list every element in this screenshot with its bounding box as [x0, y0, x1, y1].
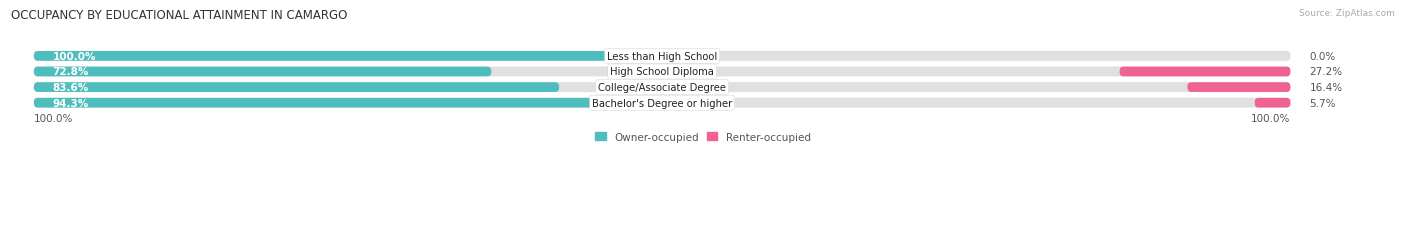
Text: 16.4%: 16.4%	[1309, 83, 1343, 93]
Text: Source: ZipAtlas.com: Source: ZipAtlas.com	[1299, 9, 1395, 18]
Text: 72.8%: 72.8%	[52, 67, 89, 77]
Text: OCCUPANCY BY EDUCATIONAL ATTAINMENT IN CAMARGO: OCCUPANCY BY EDUCATIONAL ATTAINMENT IN C…	[11, 9, 347, 22]
Text: Bachelor's Degree or higher: Bachelor's Degree or higher	[592, 98, 733, 108]
FancyBboxPatch shape	[34, 82, 1291, 93]
Text: 100.0%: 100.0%	[1251, 114, 1291, 124]
FancyBboxPatch shape	[34, 83, 560, 93]
FancyBboxPatch shape	[34, 67, 1291, 77]
FancyBboxPatch shape	[1119, 67, 1291, 77]
FancyBboxPatch shape	[34, 51, 1291, 62]
FancyBboxPatch shape	[34, 98, 1291, 108]
Text: 27.2%: 27.2%	[1309, 67, 1343, 77]
Text: 100.0%: 100.0%	[34, 114, 73, 124]
Legend: Owner-occupied, Renter-occupied: Owner-occupied, Renter-occupied	[591, 128, 815, 146]
FancyBboxPatch shape	[34, 52, 662, 61]
FancyBboxPatch shape	[1188, 83, 1291, 93]
Text: High School Diploma: High School Diploma	[610, 67, 714, 77]
Text: 0.0%: 0.0%	[1309, 52, 1336, 62]
Text: Less than High School: Less than High School	[607, 52, 717, 62]
Text: 5.7%: 5.7%	[1309, 98, 1336, 108]
FancyBboxPatch shape	[34, 52, 1291, 61]
FancyBboxPatch shape	[1254, 98, 1291, 108]
Text: 94.3%: 94.3%	[52, 98, 89, 108]
Text: College/Associate Degree: College/Associate Degree	[598, 83, 725, 93]
FancyBboxPatch shape	[34, 83, 1291, 93]
FancyBboxPatch shape	[34, 98, 626, 108]
Text: 83.6%: 83.6%	[52, 83, 89, 93]
FancyBboxPatch shape	[34, 67, 1291, 77]
Text: 100.0%: 100.0%	[52, 52, 96, 62]
FancyBboxPatch shape	[34, 98, 1291, 109]
FancyBboxPatch shape	[34, 67, 491, 77]
